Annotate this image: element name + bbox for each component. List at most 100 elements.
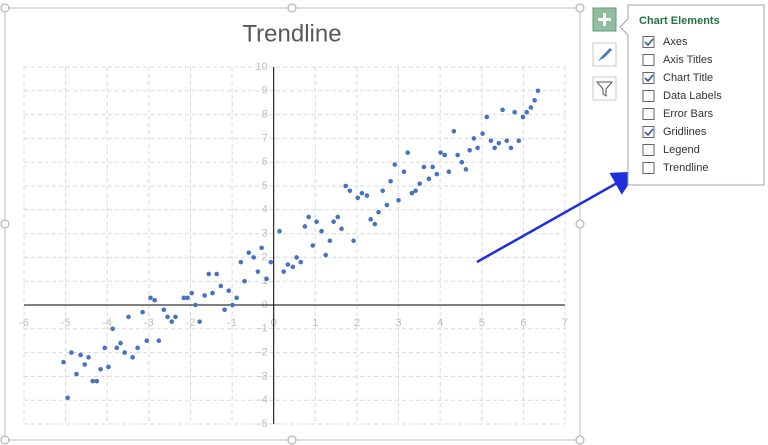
point [86, 355, 91, 360]
checkmark [644, 128, 654, 137]
checkbox-label: Error Bars [663, 108, 714, 120]
point [114, 345, 120, 351]
point [500, 107, 505, 113]
checkbox[interactable] [642, 90, 655, 102]
point [185, 295, 190, 301]
y-tick-label: -5 [258, 418, 268, 430]
point [234, 295, 239, 301]
point [156, 338, 162, 344]
point [255, 269, 261, 274]
point [421, 164, 427, 170]
checkbox[interactable] [642, 72, 655, 84]
point [106, 364, 111, 370]
checkmark [644, 38, 654, 47]
point [380, 188, 386, 194]
point [302, 224, 308, 229]
checkbox-item[interactable]: Error Bars [642, 108, 714, 120]
point [532, 98, 537, 103]
y-tick-label: 3 [262, 228, 268, 240]
point [90, 378, 95, 384]
point [480, 131, 485, 136]
chart-frame[interactable] [4, 7, 581, 441]
point [426, 176, 432, 182]
point [118, 340, 123, 346]
point [181, 295, 187, 301]
point [434, 171, 440, 177]
checkbox-label: Gridlines [663, 126, 707, 138]
point [202, 293, 207, 298]
chart-filters-button[interactable] [592, 76, 617, 101]
point [355, 195, 361, 201]
chart-elements-button[interactable] [592, 7, 617, 32]
checkbox-item[interactable]: Trendline [642, 162, 708, 174]
point [492, 145, 497, 151]
point [405, 150, 410, 155]
point [488, 138, 494, 144]
point [392, 162, 398, 167]
checkbox[interactable] [642, 36, 655, 48]
checkbox-item[interactable]: Data Labels [642, 90, 722, 102]
point [347, 188, 353, 194]
checkbox[interactable] [642, 144, 655, 156]
point [294, 255, 299, 260]
point [140, 309, 145, 315]
checkbox[interactable] [642, 126, 655, 138]
point [281, 269, 286, 274]
point [310, 243, 316, 248]
point [102, 345, 108, 351]
point [230, 302, 235, 308]
point [98, 366, 103, 372]
checkbox-item[interactable]: Legend [642, 144, 700, 156]
checkbox-item[interactable]: Axis Titles [642, 54, 713, 66]
y-tick-label: 9 [262, 85, 268, 97]
x-tick-label: -4 [102, 317, 112, 329]
point [413, 188, 418, 194]
point [524, 109, 530, 115]
point [152, 297, 157, 303]
point [417, 181, 423, 186]
point [144, 338, 150, 344]
point [148, 295, 153, 301]
y-tick-label: 4 [262, 204, 268, 216]
point [94, 378, 100, 384]
chart-styles-button[interactable] [592, 42, 617, 67]
checkbox[interactable] [642, 54, 655, 66]
point [251, 255, 257, 260]
checkbox-item[interactable]: Chart Title [642, 72, 713, 84]
checkbox-item[interactable]: Axes [642, 36, 688, 48]
point [455, 152, 460, 158]
point [442, 152, 448, 158]
point [314, 219, 319, 224]
point [65, 395, 70, 401]
point [197, 319, 202, 324]
point [222, 307, 227, 313]
x-tick-label: 5 [479, 317, 485, 329]
panel-title: Chart Elements [639, 15, 720, 27]
checkbox-item[interactable]: Gridlines [642, 126, 707, 138]
y-tick-label: 1 [262, 275, 268, 287]
point [259, 245, 264, 251]
point [508, 145, 514, 151]
point [226, 288, 232, 294]
point [372, 221, 378, 227]
x-tick-label: 4 [437, 317, 443, 329]
point [343, 183, 348, 189]
x-tick-label: 1 [312, 317, 318, 329]
point [459, 159, 465, 165]
point [122, 350, 128, 355]
point [409, 190, 415, 196]
point [516, 138, 522, 144]
point [169, 319, 175, 324]
resize-handles[interactable] [0, 3, 585, 445]
point [384, 202, 390, 208]
x-tick-label: 3 [395, 317, 401, 329]
point [484, 114, 490, 120]
point [268, 259, 274, 265]
point [438, 150, 443, 155]
point [126, 314, 131, 320]
y-tick-label: 6 [262, 156, 268, 168]
point [463, 167, 469, 172]
checkbox[interactable] [642, 108, 655, 120]
checkbox[interactable] [642, 162, 655, 174]
x-tick-label: -1 [227, 317, 237, 329]
